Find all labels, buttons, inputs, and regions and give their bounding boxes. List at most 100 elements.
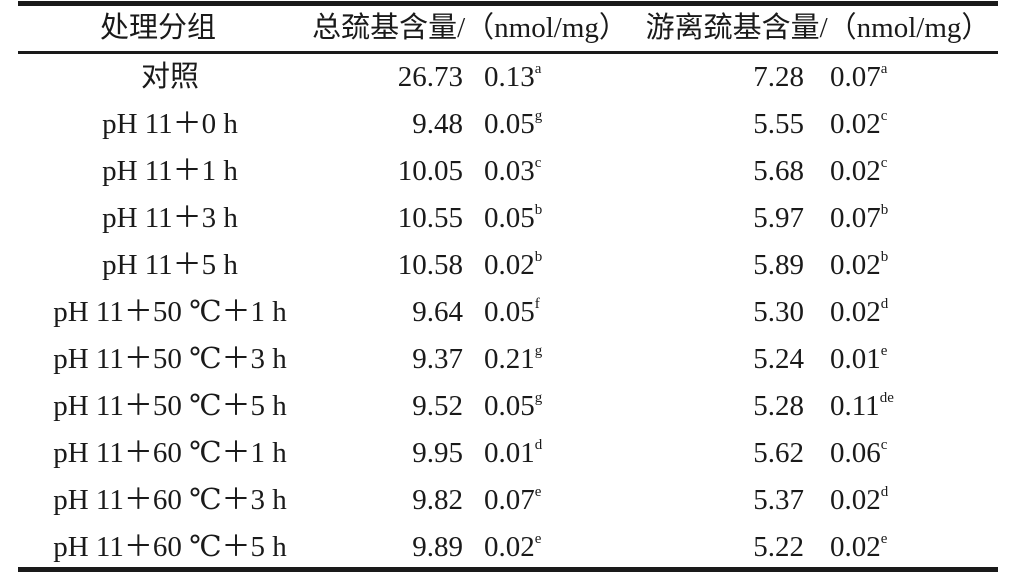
free-sd-value: 0.06 bbox=[830, 437, 881, 469]
cell-total-sd: 0.01d bbox=[484, 430, 634, 477]
table-row: pH 11＋60 ℃＋5 h 9.89 0.02e 5.22 0.02e bbox=[18, 524, 998, 571]
total-sd-value: 0.13 bbox=[484, 61, 535, 93]
free-significance-letter: e bbox=[880, 531, 888, 547]
total-significance-letter: g bbox=[534, 343, 543, 359]
cell-free-sd: 0.07a bbox=[830, 54, 990, 101]
total-sd-value: 0.03 bbox=[484, 155, 535, 187]
header-free-sulfhydryl: 游离巯基含量/（nmol/mg） bbox=[645, 12, 991, 44]
total-significance-letter: a bbox=[534, 61, 542, 77]
cell-free-mean: 5.24 bbox=[753, 343, 804, 375]
cell-total-sd: 0.05f bbox=[484, 289, 634, 336]
cell-total-mean: 10.05 bbox=[397, 155, 463, 187]
cell-treatment-group: pH 11＋3 h bbox=[102, 202, 238, 234]
cell-total-mean: 9.89 bbox=[412, 531, 463, 563]
free-significance-letter: d bbox=[880, 484, 889, 500]
cell-total-sd: 0.21g bbox=[484, 336, 634, 383]
free-sd-value: 0.01 bbox=[830, 343, 881, 375]
free-significance-letter: c bbox=[880, 108, 888, 124]
cell-free-sd: 0.02b bbox=[830, 242, 990, 289]
cell-free-sd: 0.01e bbox=[830, 336, 990, 383]
total-significance-letter: f bbox=[534, 296, 540, 312]
cell-free-sd: 0.07b bbox=[830, 195, 990, 242]
free-sd-value: 0.02 bbox=[830, 249, 881, 281]
cell-treatment-group: 对照 bbox=[140, 61, 199, 93]
table-header-rule bbox=[18, 51, 998, 54]
free-significance-letter: d bbox=[880, 296, 889, 312]
cell-total-sd: 0.13a bbox=[484, 54, 634, 101]
total-sd-value: 0.05 bbox=[484, 202, 535, 234]
cell-free-mean: 5.22 bbox=[753, 531, 804, 563]
cell-total-sd: 0.02b bbox=[484, 242, 634, 289]
total-sd-value: 0.05 bbox=[484, 108, 535, 140]
cell-free-sd: 0.02c bbox=[830, 101, 990, 148]
free-significance-letter: c bbox=[880, 155, 888, 171]
free-sd-value: 0.07 bbox=[830, 202, 881, 234]
cell-total-mean: 9.64 bbox=[412, 296, 463, 328]
free-significance-letter: c bbox=[880, 437, 888, 453]
table-row: pH 11＋1 h 10.05 0.03c 5.68 0.02c bbox=[18, 148, 998, 195]
cell-free-mean: 5.89 bbox=[753, 249, 804, 281]
total-significance-letter: g bbox=[534, 108, 543, 124]
total-sd-value: 0.02 bbox=[484, 249, 535, 281]
cell-total-mean: 9.48 bbox=[412, 108, 463, 140]
table-row: pH 11＋50 ℃＋3 h 9.37 0.21g 5.24 0.01e bbox=[18, 336, 998, 383]
table-top-rule bbox=[18, 1, 998, 6]
free-sd-value: 0.02 bbox=[830, 108, 881, 140]
cell-treatment-group: pH 11＋60 ℃＋5 h bbox=[53, 531, 287, 563]
total-sd-value: 0.07 bbox=[484, 484, 535, 516]
cell-total-sd: 0.07e bbox=[484, 477, 634, 524]
free-sd-value: 0.07 bbox=[830, 61, 881, 93]
table-row: pH 11＋60 ℃＋1 h 9.95 0.01d 5.62 0.06c bbox=[18, 430, 998, 477]
cell-free-sd: 0.06c bbox=[830, 430, 990, 477]
free-sd-value: 0.02 bbox=[830, 155, 881, 187]
free-significance-letter: e bbox=[880, 343, 888, 359]
free-sd-value: 0.02 bbox=[830, 296, 881, 328]
total-significance-letter: g bbox=[534, 390, 543, 406]
cell-total-mean: 9.82 bbox=[412, 484, 463, 516]
cell-treatment-group: pH 11＋60 ℃＋1 h bbox=[53, 437, 287, 469]
cell-total-mean: 26.73 bbox=[397, 61, 463, 93]
cell-free-mean: 5.97 bbox=[753, 202, 804, 234]
total-sd-value: 0.05 bbox=[484, 296, 535, 328]
cell-total-sd: 0.05g bbox=[484, 383, 634, 430]
cell-treatment-group: pH 11＋50 ℃＋1 h bbox=[53, 296, 287, 328]
total-significance-letter: e bbox=[534, 531, 542, 547]
cell-total-sd: 0.02e bbox=[484, 524, 634, 571]
cell-treatment-group: pH 11＋50 ℃＋5 h bbox=[53, 390, 287, 422]
cell-free-sd: 0.11de bbox=[830, 383, 990, 430]
cell-free-mean: 5.55 bbox=[753, 108, 804, 140]
total-significance-letter: d bbox=[534, 437, 543, 453]
cell-free-mean: 5.68 bbox=[753, 155, 804, 187]
header-total-sulfhydryl: 总巯基含量/（nmol/mg） bbox=[312, 12, 628, 44]
cell-free-sd: 0.02c bbox=[830, 148, 990, 195]
cell-free-sd: 0.02d bbox=[830, 477, 990, 524]
free-significance-letter: de bbox=[879, 390, 894, 406]
cell-total-mean: 10.58 bbox=[397, 249, 463, 281]
cell-treatment-group: pH 11＋5 h bbox=[102, 249, 238, 281]
free-sd-value: 0.11 bbox=[830, 390, 880, 422]
total-sd-value: 0.21 bbox=[484, 343, 535, 375]
cell-total-mean: 10.55 bbox=[397, 202, 463, 234]
total-significance-letter: e bbox=[534, 484, 542, 500]
cell-treatment-group: pH 11＋50 ℃＋3 h bbox=[53, 343, 287, 375]
cell-total-sd: 0.05g bbox=[484, 101, 634, 148]
cell-total-sd: 0.05b bbox=[484, 195, 634, 242]
table-row: pH 11＋50 ℃＋5 h 9.52 0.05g 5.28 0.11de bbox=[18, 383, 998, 430]
cell-total-mean: 9.37 bbox=[412, 343, 463, 375]
cell-treatment-group: pH 11＋1 h bbox=[102, 155, 238, 187]
free-sd-value: 0.02 bbox=[830, 531, 881, 563]
total-sd-value: 0.05 bbox=[484, 390, 535, 422]
total-significance-letter: b bbox=[534, 202, 543, 218]
table-row: 对照 26.73 0.13a 7.28 0.07a bbox=[18, 54, 998, 101]
table-bottom-rule bbox=[18, 567, 998, 572]
cell-free-mean: 5.62 bbox=[753, 437, 804, 469]
total-sd-value: 0.02 bbox=[484, 531, 535, 563]
cell-free-sd: 0.02e bbox=[830, 524, 990, 571]
free-significance-letter: b bbox=[880, 249, 889, 265]
total-significance-letter: b bbox=[534, 249, 543, 265]
total-significance-letter: c bbox=[534, 155, 542, 171]
table-row: pH 11＋5 h 10.58 0.02b 5.89 0.02b bbox=[18, 242, 998, 289]
free-sd-value: 0.02 bbox=[830, 484, 881, 516]
cell-treatment-group: pH 11＋0 h bbox=[102, 108, 238, 140]
table-row: pH 11＋50 ℃＋1 h 9.64 0.05f 5.30 0.02d bbox=[18, 289, 998, 336]
